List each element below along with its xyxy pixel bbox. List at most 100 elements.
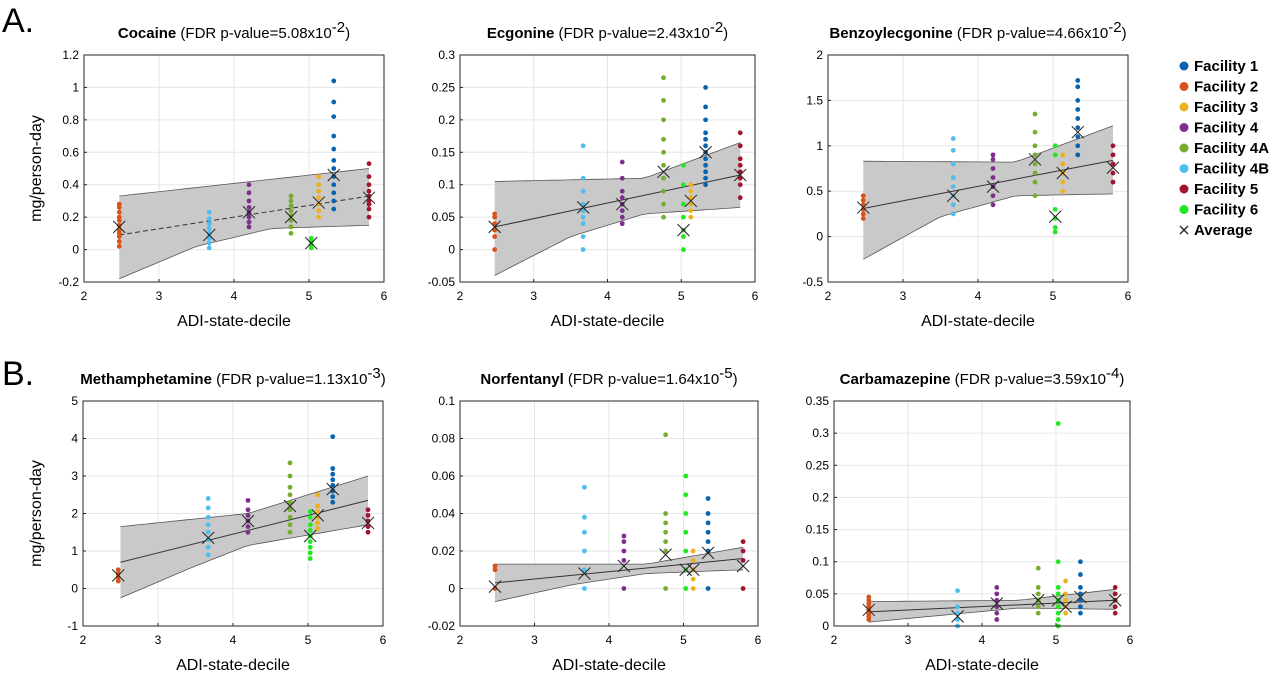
data-point	[307, 514, 313, 520]
data-point	[1078, 597, 1083, 603]
data-point	[580, 188, 586, 194]
series-facility-4	[617, 533, 631, 591]
series-facility-5	[736, 539, 750, 591]
data-point	[1112, 610, 1118, 616]
series-facility-3	[312, 174, 326, 220]
data-point	[206, 245, 212, 251]
data-point	[703, 143, 708, 149]
data-point	[580, 247, 586, 252]
y-tick-label: -0.05	[428, 275, 456, 289]
data-point	[331, 166, 337, 171]
data-point	[1055, 585, 1061, 590]
series-facility-5	[362, 161, 376, 220]
x-axis-label: ADI-state-decile	[925, 657, 1039, 673]
data-point	[288, 217, 294, 223]
average-marker	[303, 529, 317, 543]
data-point	[1075, 116, 1081, 121]
average-marker	[990, 597, 1004, 610]
data-point	[1032, 161, 1038, 167]
data-point	[703, 136, 708, 142]
x-tick-label: 3	[530, 289, 537, 303]
data-point	[330, 434, 336, 440]
data-point	[737, 175, 743, 181]
data-point	[661, 149, 666, 155]
y-tick-label: -0.2	[58, 275, 79, 289]
legend-item-facility-3: Facility 3	[1179, 99, 1258, 116]
data-point	[330, 494, 336, 500]
x-tick-label: 4	[979, 633, 986, 647]
y-tick-label: 0.6	[62, 145, 79, 159]
data-point	[990, 152, 996, 158]
x-tick-label: 2	[81, 289, 88, 303]
series-facility-5	[361, 507, 375, 535]
average-marker	[488, 220, 502, 234]
y-tick-label: 0.25	[806, 458, 830, 472]
data-point	[621, 557, 627, 563]
confidence-upper-line	[119, 168, 370, 197]
data-point	[1063, 610, 1069, 616]
data-point	[205, 505, 211, 511]
data-point	[307, 544, 313, 550]
x-tick-label: 6	[380, 633, 387, 647]
data-point	[681, 247, 686, 252]
series-facility-2	[112, 201, 126, 249]
legend-label: Facility 3	[1194, 99, 1258, 116]
data-point	[492, 227, 498, 233]
data-point	[366, 206, 372, 212]
data-point	[331, 99, 337, 105]
data-point	[740, 586, 746, 591]
data-point	[492, 221, 498, 227]
data-point	[580, 208, 586, 214]
data-point	[245, 529, 251, 535]
data-point	[245, 497, 251, 503]
data-point	[994, 617, 1000, 622]
data-point	[703, 117, 708, 123]
data-point	[994, 604, 1000, 610]
regression-line	[119, 195, 370, 236]
data-point	[366, 193, 372, 199]
series-facility-1	[699, 85, 712, 188]
data-point	[619, 221, 625, 227]
chart-methamphetamine: 2 3 4 5 6 -1 0 1 2 3 4 5 ADI-state-decile mg/person-d…	[28, 365, 387, 673]
data-point	[246, 219, 252, 225]
data-point	[1078, 604, 1083, 610]
average-marker	[312, 196, 326, 209]
data-point	[366, 214, 372, 220]
data-point	[288, 230, 294, 236]
data-point	[1078, 559, 1083, 565]
series-facility-4b	[946, 136, 960, 217]
average-marker	[1059, 600, 1072, 614]
data-point	[683, 511, 689, 516]
data-point	[663, 520, 669, 526]
average-marker	[304, 236, 318, 250]
data-point	[366, 161, 372, 167]
data-point	[663, 529, 669, 535]
compound-name: Carbamazepine	[840, 371, 951, 388]
y-tick-label: 0.2	[438, 113, 455, 127]
y-tick-label: 0.25	[432, 80, 456, 94]
data-point	[331, 78, 337, 84]
series-facility-4a	[1031, 565, 1045, 616]
data-point	[246, 214, 252, 220]
data-point	[737, 169, 743, 175]
chart-cocaine: 2 3 4 5 6 -0.2 0 0.2 0.4 0.6 0.8 1 1.2 ADI-state-deci…	[28, 19, 388, 330]
data-point	[1055, 604, 1061, 610]
data-point	[1052, 229, 1058, 235]
x-tick-label: 3	[905, 633, 912, 647]
legend-label: Facility 5	[1194, 181, 1258, 198]
data-point	[287, 499, 293, 505]
data-point	[1060, 161, 1066, 167]
data-point	[955, 610, 960, 616]
x-axis-label: ADI-state-decile	[921, 313, 1035, 330]
data-point	[740, 557, 746, 563]
data-point	[582, 514, 587, 520]
data-point	[1063, 578, 1069, 584]
data-point	[492, 211, 498, 217]
confidence-upper-line	[863, 125, 1114, 163]
data-point	[331, 206, 337, 212]
p-value-prefix: (FDR p-value=1.64x10	[564, 371, 720, 388]
data-point	[1075, 143, 1081, 149]
x-tick-label: 6	[1125, 289, 1132, 303]
data-point	[365, 512, 371, 518]
p-value-exponent: -2	[710, 19, 723, 36]
